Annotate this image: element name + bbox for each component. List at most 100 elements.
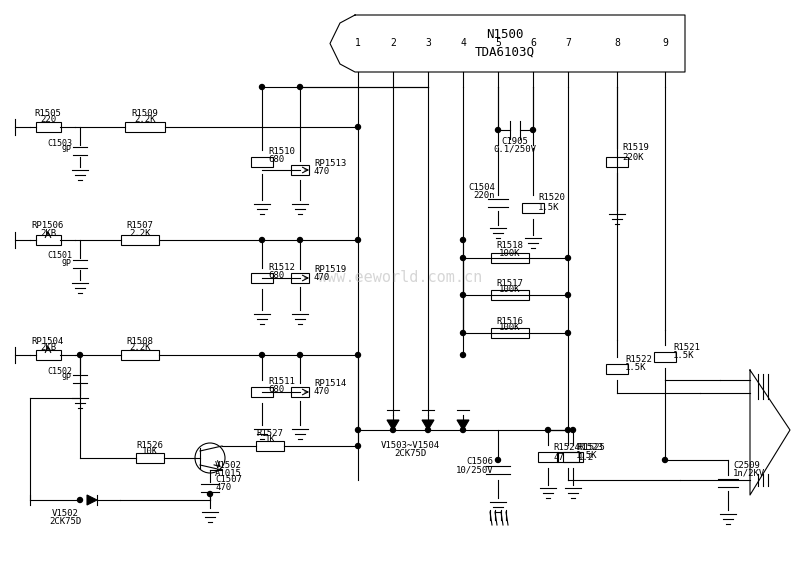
Text: R1508: R1508 [126,337,154,346]
Polygon shape [87,495,97,505]
Text: 4: 4 [460,38,466,49]
Text: C1905: C1905 [502,137,529,146]
Text: 220K: 220K [622,153,643,162]
Text: 9P: 9P [62,146,72,154]
Text: R1518: R1518 [497,241,523,250]
Bar [121,235,159,245]
Text: 3: 3 [425,38,431,49]
Bar [291,273,309,283]
Bar [606,364,628,374]
Text: 2: 2 [390,38,396,49]
Text: 1.5K: 1.5K [673,350,694,359]
Text: 7: 7 [565,38,571,49]
Text: 100K: 100K [499,324,521,332]
Circle shape [259,237,265,242]
Circle shape [298,353,302,358]
Text: www.eeworld.com.cn: www.eeworld.com.cn [318,271,482,285]
Text: R1519: R1519 [622,144,649,153]
Text: RP1519: RP1519 [314,266,346,275]
Text: R1522: R1522 [625,355,652,364]
Text: 470: 470 [314,167,330,176]
Text: R1512: R1512 [268,263,295,272]
Circle shape [298,237,302,242]
Text: 2CK75D: 2CK75D [394,449,426,458]
Text: 6: 6 [530,38,536,49]
Text: R1521: R1521 [673,342,700,351]
Circle shape [259,353,265,358]
Text: 5: 5 [495,38,501,49]
Circle shape [259,85,265,89]
Circle shape [461,293,466,298]
Text: 1.5K: 1.5K [538,202,559,211]
Text: 1K: 1K [265,436,275,445]
Text: C1503: C1503 [47,138,72,147]
Circle shape [530,128,535,133]
Text: 47: 47 [553,453,564,462]
Circle shape [461,255,466,260]
Circle shape [426,428,430,432]
Bar [35,122,61,132]
Text: R1516: R1516 [497,316,523,325]
Bar [125,122,165,132]
Circle shape [298,85,302,89]
Text: 2.2K: 2.2K [130,228,150,237]
Text: 470: 470 [314,273,330,282]
Text: 8: 8 [614,38,620,49]
Text: V1503~V1504: V1503~V1504 [381,441,439,450]
Bar [557,452,579,462]
Text: 1: 1 [355,38,361,49]
Text: V1502: V1502 [51,508,78,518]
Text: 100K: 100K [499,285,521,294]
Text: 220: 220 [40,115,56,124]
Text: 2CK75D: 2CK75D [49,516,81,525]
Circle shape [355,124,361,129]
Text: 2.2K: 2.2K [130,344,150,353]
Circle shape [461,428,466,432]
Text: R1507: R1507 [126,221,154,231]
Text: 680: 680 [268,155,284,164]
Polygon shape [387,420,399,430]
Bar [136,453,164,463]
Circle shape [355,428,361,432]
Polygon shape [457,420,469,430]
Text: RP1506: RP1506 [32,221,64,231]
Text: 1.5K: 1.5K [625,363,646,372]
Circle shape [566,293,570,298]
Text: R1520: R1520 [538,193,565,202]
Bar [251,273,273,283]
Text: R1526: R1526 [137,441,163,450]
Text: 100K: 100K [499,249,521,258]
Text: R1523: R1523 [576,444,603,453]
Text: 220n: 220n [474,190,495,199]
Text: 1.5K: 1.5K [576,451,598,460]
Text: R1505: R1505 [34,108,62,118]
Circle shape [566,428,570,432]
Text: R1525: R1525 [578,444,605,453]
Text: 10/250V: 10/250V [455,466,493,475]
Text: 2.2K: 2.2K [134,115,156,124]
Bar [121,350,159,360]
Text: 9: 9 [662,38,668,49]
Text: R1510: R1510 [268,147,295,157]
Text: 1.2: 1.2 [578,453,594,462]
Circle shape [566,255,570,260]
Text: A1015: A1015 [215,468,242,477]
Bar [491,290,529,300]
Text: C1502: C1502 [47,367,72,376]
Polygon shape [422,420,434,430]
Text: R1511: R1511 [268,377,295,386]
Bar [251,387,273,397]
Text: 9P: 9P [62,259,72,267]
Circle shape [461,353,466,358]
Circle shape [495,458,501,463]
Text: V1502: V1502 [215,462,242,471]
Circle shape [355,237,361,242]
Circle shape [78,353,82,358]
Text: RP1504: RP1504 [32,337,64,346]
Text: 470: 470 [314,388,330,397]
Circle shape [546,428,550,432]
Text: C2509: C2509 [733,460,760,470]
Text: 9P: 9P [62,373,72,383]
Text: 470: 470 [215,484,231,493]
Circle shape [566,331,570,336]
